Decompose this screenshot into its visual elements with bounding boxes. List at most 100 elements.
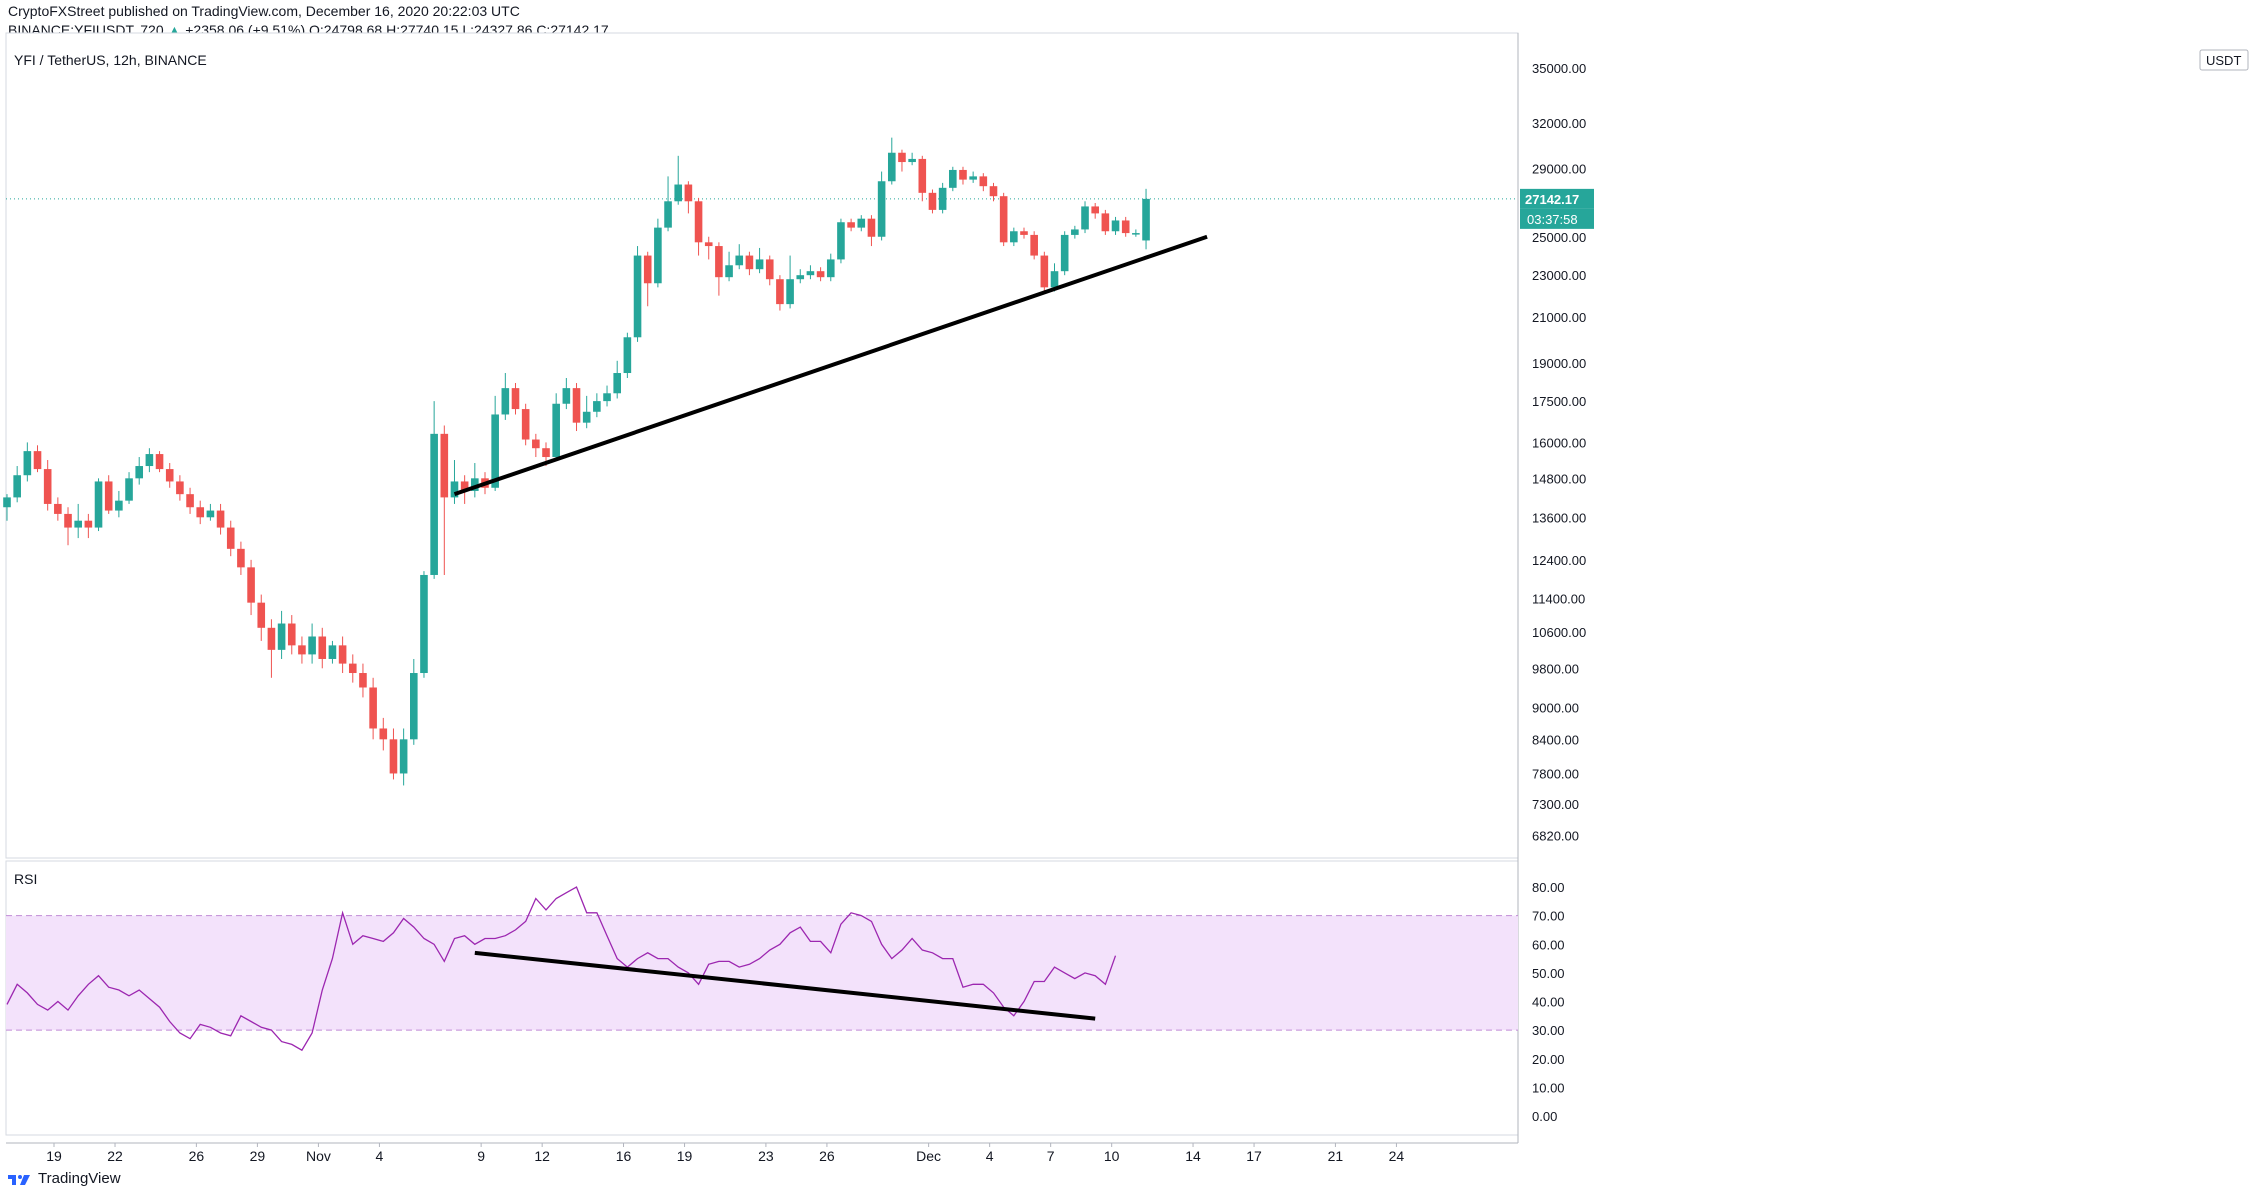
- candle-body: [379, 728, 388, 740]
- time-tick-label: 14: [1185, 1148, 1201, 1164]
- candle-body: [298, 645, 306, 655]
- candle-body: [74, 520, 82, 528]
- candle-body: [938, 187, 947, 210]
- candle-body: [338, 645, 347, 664]
- branding-text: TradingView: [38, 1170, 121, 1187]
- rsi-tick-label: 80.00: [1532, 880, 1565, 895]
- candle-body: [694, 201, 703, 243]
- candle-body: [898, 152, 906, 163]
- candle-body: [33, 451, 42, 470]
- candle-body: [277, 623, 286, 650]
- candle-body: [684, 184, 693, 202]
- candle-body: [23, 451, 32, 476]
- rsi-tick-label: 20.00: [1532, 1052, 1565, 1067]
- candle-body: [664, 201, 672, 228]
- time-tick-label: 4: [986, 1148, 994, 1164]
- candle-body: [1111, 220, 1120, 232]
- rsi-trendline: [474, 950, 1096, 1021]
- time-tick-label: 17: [1246, 1148, 1262, 1164]
- candle-body: [94, 481, 103, 528]
- candle-body: [125, 478, 133, 501]
- last-price-label: 27142.17: [1525, 192, 1579, 207]
- price-tick-label: 13600.00: [1532, 510, 1586, 525]
- candle-body: [511, 388, 520, 410]
- currency-label: USDT: [2206, 53, 2241, 68]
- candle-body: [918, 158, 927, 193]
- candle-body: [837, 222, 845, 260]
- candle-body: [643, 255, 652, 284]
- candle-body: [1010, 231, 1018, 243]
- price-tick-label: 35000.00: [1532, 61, 1586, 76]
- candle-body: [318, 636, 327, 659]
- candle-body: [1132, 233, 1140, 235]
- price-tick-label: 25000.00: [1532, 230, 1586, 245]
- rsi-line: [6, 886, 1117, 1052]
- candle-body: [84, 520, 93, 528]
- candle-body: [450, 481, 459, 498]
- candle-body: [348, 663, 357, 674]
- candle-body: [257, 602, 266, 628]
- time-tick-label: 22: [107, 1148, 123, 1164]
- candle-body: [745, 255, 754, 270]
- price-tick-label: 7300.00: [1532, 797, 1579, 812]
- candle-body: [765, 259, 774, 280]
- price-trendline: [453, 234, 1208, 497]
- candle-body: [3, 497, 11, 508]
- candle-body: [603, 393, 611, 402]
- time-tick-label: 16: [616, 1148, 632, 1164]
- tradingview-icon: [8, 1174, 30, 1185]
- chart-legend: YFI / TetherUS, 12h, BINANCE: [14, 52, 207, 68]
- candle-body: [145, 454, 154, 467]
- time-tick-label: 29: [250, 1148, 266, 1164]
- price-tick-label: 16000.00: [1532, 435, 1586, 450]
- candle-body: [216, 510, 225, 528]
- time-tick-label: 12: [534, 1148, 550, 1164]
- candle-body: [633, 255, 642, 338]
- candle-body: [460, 481, 469, 491]
- candle-body: [979, 176, 988, 187]
- candle-body: [206, 510, 215, 518]
- candle-body: [1071, 229, 1079, 235]
- price-tick-label: 21000.00: [1532, 310, 1586, 325]
- candle-body: [521, 409, 530, 440]
- candle-body: [928, 192, 937, 210]
- candle-body: [308, 636, 316, 655]
- countdown-label: 03:37:58: [1527, 212, 1578, 227]
- candle-body: [532, 439, 540, 449]
- rsi-band: [6, 915, 1518, 1031]
- candle-body: [1081, 206, 1089, 230]
- candle-body: [552, 403, 560, 458]
- candle-body: [135, 466, 144, 479]
- candle-body: [267, 627, 276, 650]
- time-tick-label: Dec: [916, 1148, 941, 1164]
- candle-body: [959, 169, 967, 180]
- publisher-line: CryptoFXStreet published on TradingView.…: [8, 3, 520, 19]
- price-tick-label: 11400.00: [1532, 592, 1585, 607]
- time-tick-label: 21: [1328, 1148, 1344, 1164]
- rsi-tick-label: 0.00: [1532, 1109, 1557, 1124]
- time-tick-label: 23: [758, 1148, 774, 1164]
- candle-body: [247, 567, 255, 603]
- candle-body: [64, 513, 72, 528]
- tradingview-logo: TradingView: [8, 1170, 121, 1187]
- price-tick-label: 8400.00: [1532, 732, 1579, 747]
- rsi-tick-label: 30.00: [1532, 1023, 1565, 1038]
- price-tick-label: 10600.00: [1532, 625, 1586, 640]
- candle-body: [1091, 206, 1099, 214]
- candle-body: [13, 475, 21, 498]
- price-tick-label: 12400.00: [1532, 553, 1586, 568]
- rsi-tick-label: 60.00: [1532, 937, 1565, 952]
- candle-body: [654, 227, 662, 284]
- rsi-label: RSI: [14, 871, 38, 887]
- candle-body: [1121, 220, 1130, 234]
- candle-body: [623, 337, 632, 374]
- candle-body: [491, 414, 499, 488]
- candle-body: [887, 152, 896, 182]
- candle-body: [1142, 198, 1150, 241]
- candle-body: [430, 433, 438, 575]
- price-tick-label: 9800.00: [1532, 661, 1579, 676]
- candle-body: [104, 481, 113, 511]
- candle-body: [186, 494, 194, 508]
- candle-body: [572, 388, 581, 423]
